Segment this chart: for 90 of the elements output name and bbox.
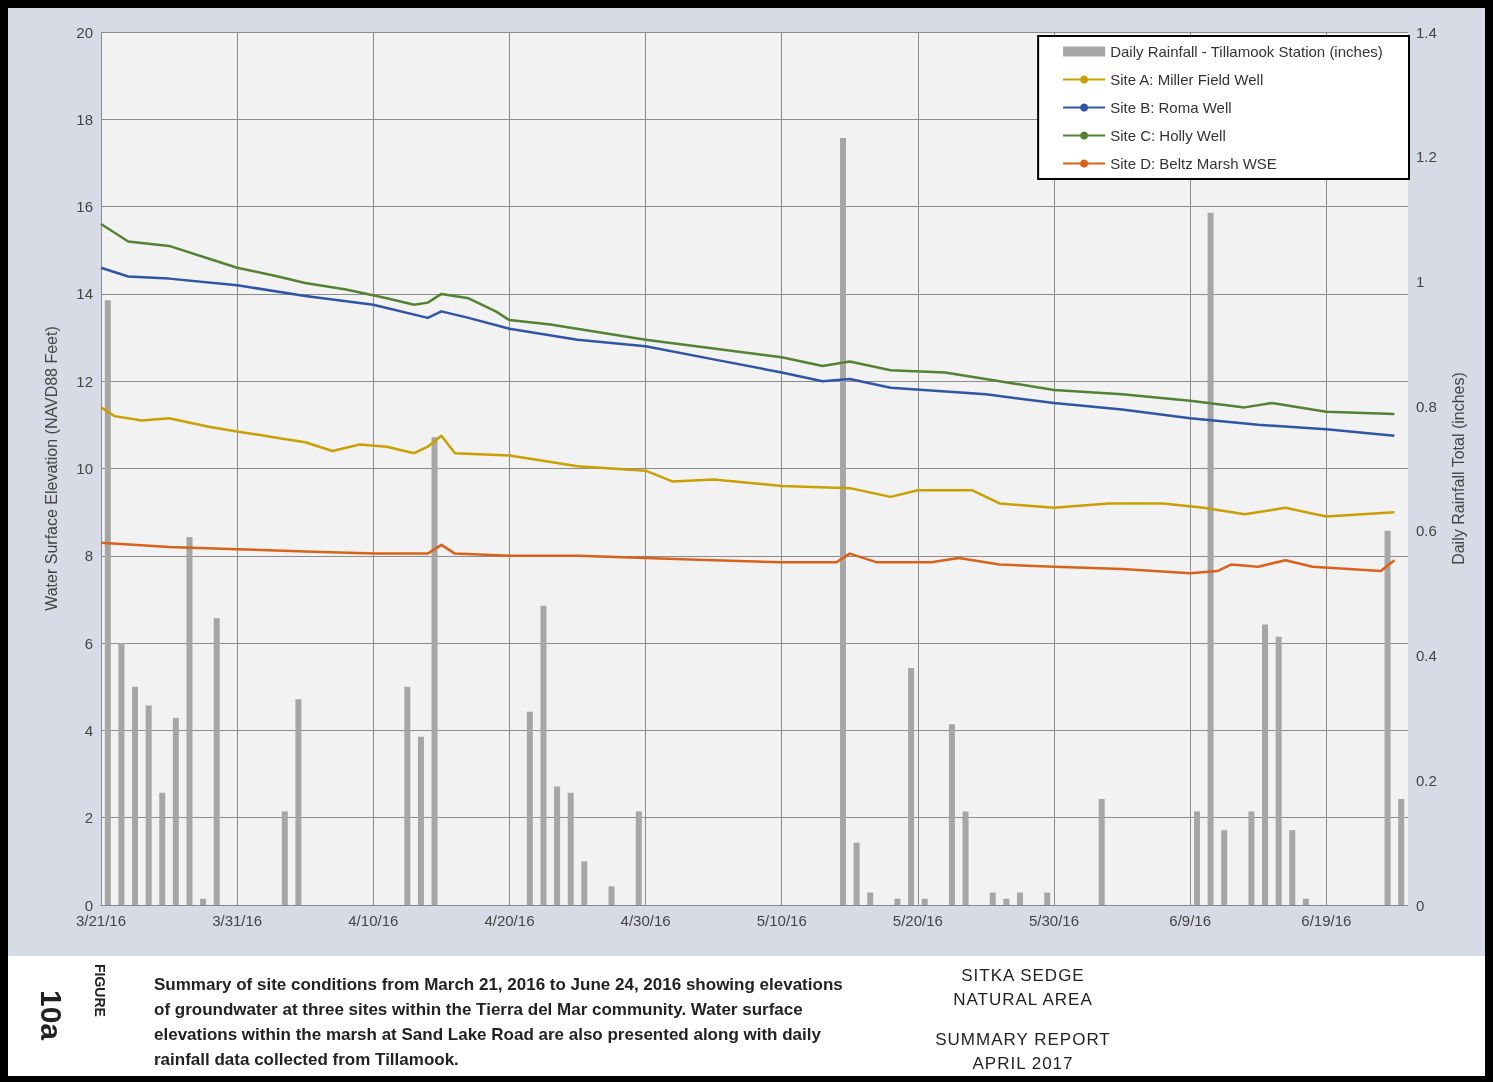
y2-axis-title: Daily Rainfall Total (inches) <box>1449 372 1467 565</box>
bar <box>1016 892 1023 905</box>
bar <box>867 892 874 905</box>
x-tick-label: 4/30/16 <box>620 912 671 929</box>
bar <box>404 686 411 905</box>
bar <box>908 668 915 905</box>
y-tick-label: 10 <box>76 460 93 477</box>
text: SUMMARY REPORT <box>934 1030 1112 1050</box>
text: Summary of site conditions from March 21, 2016 to June 24, 2016 showing elevations of groundwater at three sites within the Tierra del Mar community. Water surface elevations within the marsh at Sand Lake Road are also presented along with daily rainfall data collected from Tillamook. <box>154 974 844 1071</box>
y2-tick-label: 0.6 <box>1416 522 1437 540</box>
bar <box>118 643 125 905</box>
bar <box>213 618 220 905</box>
bar <box>1248 811 1255 905</box>
y-tick-label: 12 <box>76 372 93 390</box>
bar <box>581 861 588 905</box>
x-tick-label: 5/30/16 <box>1029 912 1080 929</box>
y-tick-label: 16 <box>76 198 93 216</box>
line-series <box>99 541 1396 575</box>
bar <box>1262 624 1269 905</box>
y-tick-label: 18 <box>76 110 93 128</box>
bar <box>104 300 111 905</box>
bar <box>554 786 561 905</box>
bar <box>145 705 152 905</box>
y2-tick-label: 0.8 <box>1416 397 1437 415</box>
y-axis-title: Water Surface Elevation (NAVD88 Feet) <box>42 326 60 611</box>
x-tick-label: 6/19/16 <box>1301 912 1352 929</box>
bar <box>1207 212 1214 905</box>
bar <box>281 811 288 905</box>
x-tick-label: 6/9/16 <box>1169 912 1212 929</box>
bar <box>540 605 547 905</box>
x-tick-label: 5/10/16 <box>756 912 807 929</box>
bar <box>1289 830 1296 905</box>
bar <box>608 886 615 905</box>
bar <box>894 898 901 905</box>
bar <box>635 811 642 905</box>
x-tick-label: 4/10/16 <box>348 912 399 929</box>
line-series <box>99 406 1396 518</box>
bar <box>921 898 928 905</box>
x-tick-label: 4/20/16 <box>484 912 535 929</box>
bar <box>1275 636 1282 905</box>
bar <box>1044 892 1051 905</box>
y-tick-label: 6 <box>84 634 93 652</box>
bar <box>295 699 302 905</box>
text: 10a <box>34 989 69 1041</box>
y-tick-label: 14 <box>76 285 93 303</box>
legend-label: Site B: Roma Well <box>1110 99 1232 116</box>
y2-tick-label: 1.2 <box>1416 148 1437 166</box>
bar <box>567 792 574 905</box>
legend-label: Site D: Beltz Marsh WSE <box>1110 155 1277 172</box>
x-tick-label: 3/31/16 <box>212 912 263 929</box>
legend-label: Site A: Miller Field Well <box>1110 71 1264 88</box>
y-tick-label: 0 <box>84 896 93 914</box>
bar <box>1193 811 1200 905</box>
bar <box>159 792 166 905</box>
bar <box>431 437 438 905</box>
bar <box>186 537 193 905</box>
line-series <box>99 266 1396 438</box>
y-tick-label: 2 <box>84 809 93 827</box>
bar <box>417 736 424 905</box>
y2-tick-label: 0 <box>1416 896 1425 914</box>
bar <box>200 898 207 905</box>
bar <box>948 724 955 905</box>
bar <box>526 711 533 905</box>
y-tick-label: 4 <box>84 721 93 739</box>
bar <box>962 811 969 905</box>
y2-tick-label: 1.4 <box>1416 23 1437 41</box>
bar <box>172 717 179 905</box>
bar <box>1221 830 1228 905</box>
x-tick-label: 3/21/16 <box>75 912 127 929</box>
y2-tick-label: 1 <box>1416 272 1425 290</box>
bar <box>989 892 996 905</box>
bar <box>132 686 139 905</box>
bar <box>1398 798 1405 905</box>
y-tick-label: 8 <box>84 547 93 565</box>
x-tick-label: 5/20/16 <box>892 912 943 929</box>
text: FIGURE <box>92 964 108 1019</box>
line-series <box>99 222 1396 416</box>
text: APRIL 2017 <box>971 1054 1075 1074</box>
bar <box>853 842 860 905</box>
y2-tick-label: 0.4 <box>1416 647 1437 665</box>
y-tick-label: 20 <box>76 23 93 41</box>
bar <box>839 138 846 905</box>
bar <box>1098 798 1105 905</box>
legend-label: Site C: Holly Well <box>1110 127 1226 144</box>
y2-tick-label: 0.2 <box>1416 771 1437 789</box>
bar <box>1003 898 1010 905</box>
bar <box>1384 530 1391 905</box>
legend-label: Daily Rainfall - Tillamook Station (inches) <box>1110 43 1383 60</box>
text: SITKA SEDGE NATURAL AREA <box>952 965 1094 1011</box>
bar <box>1302 898 1309 905</box>
